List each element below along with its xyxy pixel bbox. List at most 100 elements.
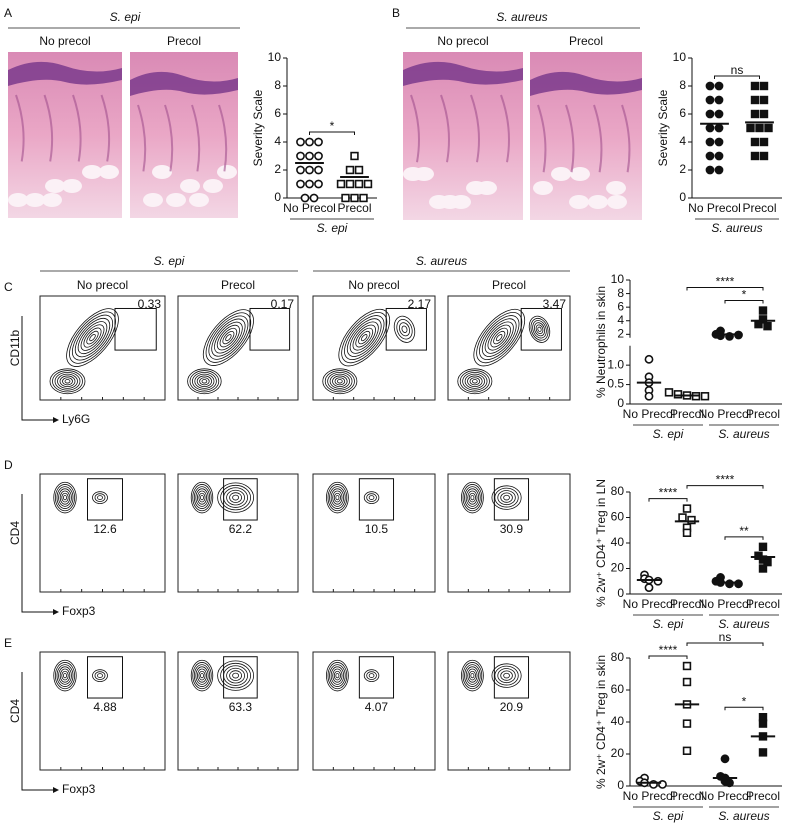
contour [71, 314, 114, 361]
data-point [350, 151, 359, 161]
gate-value: 10.5 [365, 522, 389, 536]
contour [355, 327, 374, 348]
category-label: No Precol [699, 789, 752, 803]
fiber [15, 94, 25, 162]
data-point [746, 123, 755, 133]
fat-cell [414, 167, 434, 181]
contour [61, 670, 69, 681]
contour [393, 315, 416, 343]
contour [94, 493, 106, 502]
gate-value: 0.33 [138, 297, 162, 311]
data-point [296, 179, 305, 189]
contour [465, 488, 480, 507]
data-point [705, 95, 715, 105]
contour [396, 319, 413, 340]
column-label: Precol [492, 278, 526, 292]
data-point [705, 109, 715, 119]
data-point [759, 95, 769, 105]
data-point [363, 179, 373, 189]
contour [58, 488, 72, 507]
data-point [345, 165, 355, 175]
category-label: No Precol [623, 789, 676, 803]
y-axis-label: CD11b [8, 329, 22, 366]
gate-value: 4.88 [93, 700, 117, 714]
y-axis-label: % 2w⁺ CD4⁺ Treg in LN [594, 479, 608, 607]
group-label: S. epi [653, 617, 684, 631]
data-point [314, 137, 323, 147]
data-point [763, 557, 772, 567]
contour [352, 324, 376, 351]
fiber [218, 104, 228, 172]
significance-label: **** [716, 275, 735, 289]
contour [464, 486, 481, 509]
contour [468, 492, 476, 503]
category-label: No Precol [623, 407, 676, 421]
fiber [593, 104, 603, 173]
data-point [705, 123, 715, 133]
data-point [763, 321, 772, 331]
data-point [758, 315, 768, 324]
contour [366, 493, 377, 502]
plot-frame [39, 295, 166, 401]
contour [201, 379, 208, 384]
contour [195, 488, 209, 507]
contour [327, 662, 348, 690]
fiber [100, 94, 111, 162]
contour [333, 492, 341, 503]
data-point [750, 95, 760, 105]
contour [479, 315, 520, 360]
category-label: No Precol [283, 201, 336, 215]
gate [493, 478, 530, 521]
contour [226, 667, 246, 684]
fat-cell [8, 193, 28, 207]
contour [69, 311, 116, 364]
y-tick-label: 0 [617, 586, 624, 600]
category-label: Precol [746, 407, 780, 421]
contour [200, 673, 204, 679]
group-title: S. epi [154, 254, 185, 268]
contour [530, 317, 549, 341]
data-point [305, 165, 314, 175]
contour [330, 488, 345, 507]
flow-plot [312, 473, 436, 593]
y-tick-label: 10 [673, 50, 687, 64]
data-point [314, 165, 323, 175]
contour [464, 664, 481, 687]
data-point [705, 137, 715, 147]
data-point [750, 81, 760, 91]
data-point [758, 748, 768, 757]
contour [322, 368, 358, 395]
data-point [714, 109, 724, 119]
panel-label: B [392, 6, 400, 20]
plot-frame [177, 295, 299, 401]
contour [83, 327, 102, 348]
y-tick-label: 40 [611, 714, 625, 728]
contour [484, 321, 514, 354]
group-label: S. aureus [718, 427, 769, 441]
fat-cell [570, 167, 590, 181]
contour [366, 671, 377, 680]
contour [208, 315, 249, 360]
y-tick-label: 80 [611, 484, 625, 498]
y-tick-label: 10 [268, 50, 282, 64]
contour [532, 320, 547, 339]
data-point [755, 123, 764, 133]
contour [211, 318, 246, 357]
gate [385, 307, 427, 351]
data-point [350, 193, 359, 203]
fiber [410, 94, 420, 163]
contour [232, 672, 240, 679]
contour [497, 668, 516, 684]
data-point [759, 151, 769, 161]
contour [217, 660, 255, 691]
fat-cell [62, 179, 82, 193]
group-label: S. epi [317, 221, 348, 235]
flow-plot [447, 651, 571, 771]
contour [196, 668, 208, 683]
contour [86, 330, 99, 345]
contour [332, 490, 343, 505]
contour [363, 491, 380, 504]
contour [334, 377, 346, 386]
data-point [764, 123, 773, 133]
